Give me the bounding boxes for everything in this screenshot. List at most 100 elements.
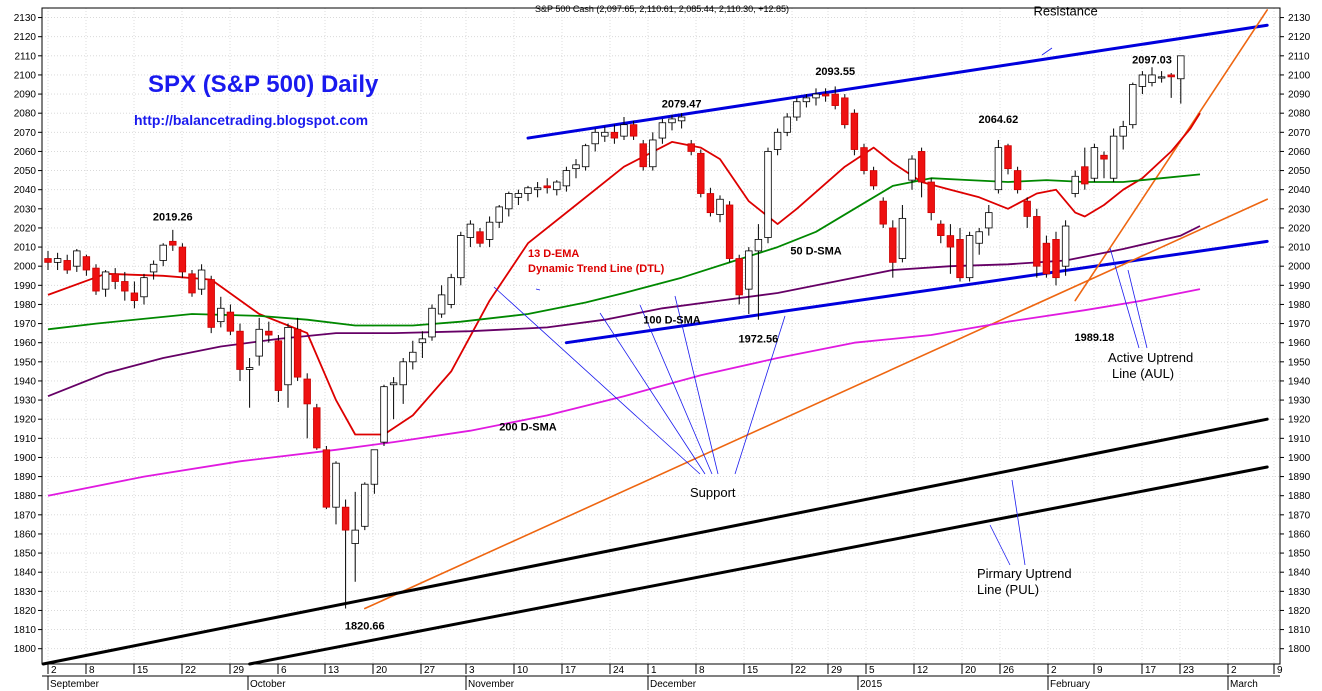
candle-up xyxy=(1119,126,1127,137)
candle-down xyxy=(879,200,887,225)
annotation-label: 1820.66 xyxy=(345,621,385,633)
candle-up xyxy=(745,250,753,290)
candle-down xyxy=(831,93,839,106)
candle-up xyxy=(245,367,254,370)
candle-up xyxy=(380,386,388,443)
candle-down xyxy=(130,292,139,302)
y-tick-label-left: 1850 xyxy=(14,549,37,560)
y-tick-label-right: 1880 xyxy=(1288,491,1311,502)
candle-down xyxy=(889,227,897,263)
candle-up xyxy=(101,271,110,290)
y-tick-label-left: 2020 xyxy=(14,223,37,234)
candle-up xyxy=(1148,74,1156,83)
candle-down xyxy=(937,223,945,236)
y-tick-label-left: 1870 xyxy=(14,510,37,521)
y-tick-label-right: 2050 xyxy=(1288,166,1311,177)
chart-header: S&P 500 Cash (2,097.65, 2,110.61, 2,085.… xyxy=(535,4,789,14)
annotation-pointer xyxy=(674,295,719,475)
candle-down xyxy=(821,93,830,97)
candle-up xyxy=(73,250,81,267)
y-tick-label-left: 1970 xyxy=(14,319,37,330)
month-label: February xyxy=(1050,679,1090,690)
chart-grid xyxy=(42,8,1280,664)
candle-up xyxy=(418,338,427,344)
trendline-support xyxy=(564,239,1269,345)
y-tick-label-left: 1950 xyxy=(14,357,37,368)
y-tick-label-right: 1960 xyxy=(1288,338,1311,349)
x-tick-label: 10 xyxy=(517,665,529,676)
candle-down xyxy=(687,143,695,152)
y-tick-label-right: 2070 xyxy=(1288,128,1311,139)
annotation-pointer xyxy=(734,315,786,475)
candle-up xyxy=(409,351,417,363)
y-tick-label-right: 1850 xyxy=(1288,549,1311,560)
candle-up xyxy=(591,131,599,145)
candle-up xyxy=(812,93,820,99)
plot-frame xyxy=(41,7,1281,665)
annotation-pointer xyxy=(599,312,706,475)
candle-up xyxy=(658,122,667,139)
annotation-label: 1989.18 xyxy=(1075,332,1115,344)
x-tick-label: 5 xyxy=(869,665,875,676)
candle-down xyxy=(927,181,935,214)
x-tick-label: 29 xyxy=(831,665,843,676)
candle-up xyxy=(447,277,455,305)
y-tick-label-right: 1840 xyxy=(1288,568,1311,579)
candle-down xyxy=(735,258,743,296)
candle-down xyxy=(543,185,551,189)
candle-down xyxy=(63,260,71,271)
candle-up xyxy=(572,164,580,170)
y-tick-label-right: 2100 xyxy=(1288,70,1311,81)
candle-down xyxy=(92,267,100,292)
annotation-pointer xyxy=(1109,247,1140,349)
y-tick-label-right: 2110 xyxy=(1288,51,1310,62)
aul-label-line2: Line (AUL) xyxy=(1112,366,1174,381)
ema-label-line2: Dynamic Trend Line (DTL) xyxy=(528,263,665,275)
x-tick-label: 23 xyxy=(1183,665,1195,676)
candle-down xyxy=(322,449,331,508)
y-tick-label-left: 1880 xyxy=(14,491,37,502)
candle-up xyxy=(754,239,763,252)
candle-down xyxy=(706,193,715,214)
x-tick-label: 17 xyxy=(565,665,577,676)
candle-down xyxy=(1004,145,1012,170)
candle-up xyxy=(533,187,542,191)
candle-up xyxy=(802,97,811,103)
candle-up xyxy=(994,147,1003,191)
y-tick-label-right: 1920 xyxy=(1288,415,1311,426)
candle-up xyxy=(457,235,465,279)
y-tick-label-right: 1900 xyxy=(1288,453,1311,464)
candle-up xyxy=(361,483,369,527)
candle-up xyxy=(677,116,686,122)
x-tick-label: 9 xyxy=(1097,665,1103,676)
y-tick-label-left: 1860 xyxy=(14,529,37,540)
annotation-pointer xyxy=(989,524,1011,566)
month-label: March xyxy=(1230,679,1258,690)
y-tick-label-right: 1970 xyxy=(1288,319,1311,330)
candle-up xyxy=(149,263,158,273)
y-tick-label-left: 1900 xyxy=(14,453,37,464)
candle-down xyxy=(956,239,964,279)
candle-down xyxy=(44,258,52,263)
candle-up xyxy=(620,124,628,137)
y-tick-label-right: 1830 xyxy=(1288,587,1311,598)
x-tick-label: 27 xyxy=(424,665,436,676)
y-tick-label-left: 1940 xyxy=(14,376,37,387)
support-label: Support xyxy=(690,485,736,500)
annotation-label: 2079.47 xyxy=(662,98,702,110)
candle-down xyxy=(946,235,955,248)
y-tick-label-left: 1990 xyxy=(14,281,37,292)
x-tick-label: 2 xyxy=(51,665,57,676)
y-tick-label-left: 2090 xyxy=(14,90,37,101)
x-tick-label: 20 xyxy=(376,665,388,676)
y-tick-label-right: 2000 xyxy=(1288,262,1311,273)
y-tick-label-left: 1820 xyxy=(14,606,37,617)
y-tick-label-left: 2070 xyxy=(14,128,37,139)
y-tick-label-right: 2120 xyxy=(1288,32,1311,43)
annotation-label: 2064.62 xyxy=(979,114,1019,126)
candle-up xyxy=(159,244,167,261)
candle-down xyxy=(111,273,119,282)
candle-up xyxy=(1071,175,1079,194)
